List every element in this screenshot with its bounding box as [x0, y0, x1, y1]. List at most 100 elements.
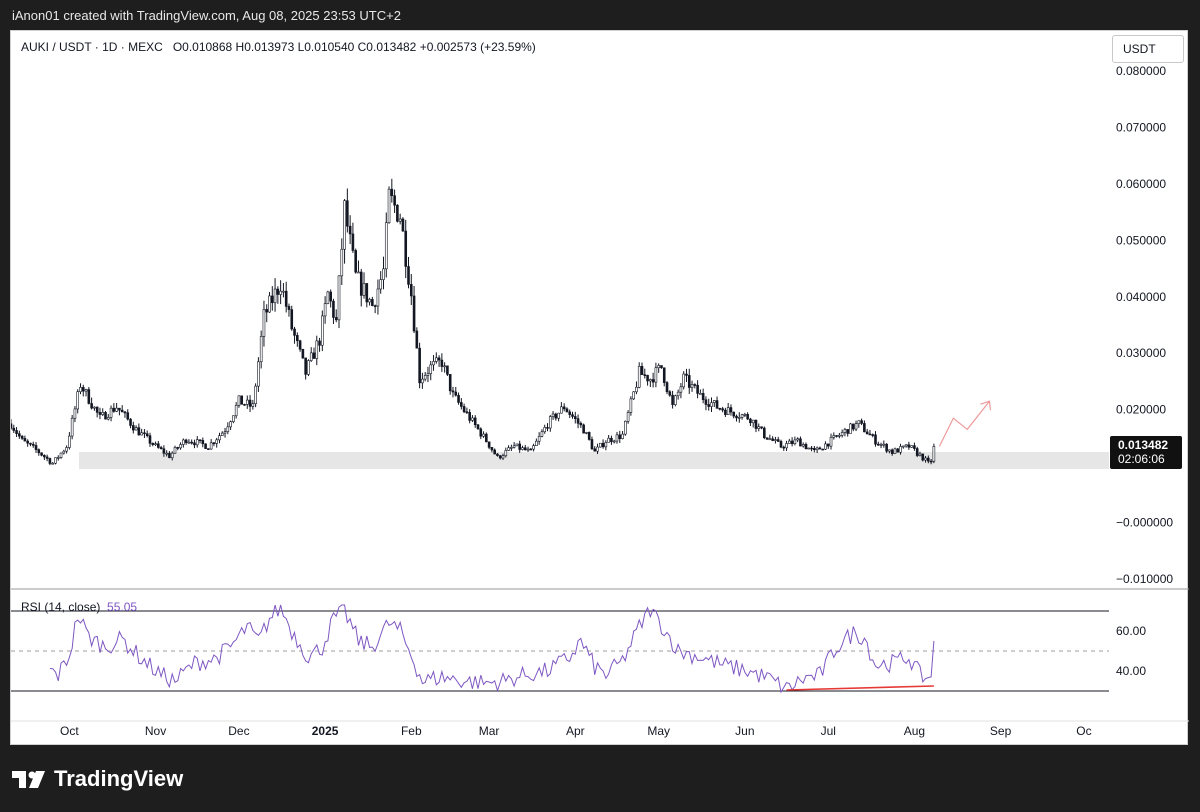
candle-body	[326, 291, 330, 304]
candle	[651, 372, 655, 388]
candle	[84, 388, 88, 397]
candle	[132, 421, 135, 434]
candle	[37, 448, 41, 456]
candle-body	[376, 288, 380, 307]
candle	[710, 397, 713, 413]
candle-body	[635, 386, 638, 393]
candle-body	[601, 442, 605, 448]
candle-body	[351, 233, 355, 251]
price-axis[interactable]: 0.080000 0.070000 0.060000 0.050000 0.040000…	[1116, 64, 1173, 586]
candle-body	[587, 432, 591, 440]
candle	[790, 437, 794, 447]
candle-body	[76, 391, 80, 410]
rsi-axis[interactable]: 60.00 40.00	[1116, 624, 1146, 678]
candle-body	[365, 283, 369, 303]
candle	[365, 283, 369, 308]
candle-body	[259, 336, 263, 363]
candle-body	[140, 432, 143, 436]
candle	[12, 424, 16, 433]
candle-body	[904, 444, 908, 447]
candle	[810, 446, 813, 452]
time-axis[interactable]: Oct Nov Dec 2025 Feb Mar Apr May Jun Jul Aug Sep Oc	[60, 724, 1092, 738]
currency-button[interactable]: USDT	[1112, 35, 1184, 63]
candle-body	[560, 406, 563, 414]
candle-body	[568, 411, 572, 415]
candle	[182, 438, 185, 448]
time-tick-label: Oc	[1076, 724, 1091, 738]
chart-canvas[interactable]: 0.080000 0.070000 0.060000 0.050000 0.040000…	[11, 31, 1189, 746]
candle	[496, 453, 499, 457]
candle	[293, 326, 296, 344]
candle	[610, 435, 613, 445]
candle-body	[287, 306, 291, 310]
candle-body	[832, 435, 836, 438]
candle	[618, 430, 622, 443]
candle-body	[529, 448, 533, 451]
candle-body	[888, 449, 891, 452]
candle-body	[521, 447, 524, 450]
candle-body	[90, 403, 93, 409]
candle-body	[801, 444, 805, 447]
candle	[715, 396, 719, 409]
candle-body	[312, 352, 316, 359]
price-tick-label: 0.020000	[1116, 403, 1166, 417]
candle	[204, 443, 207, 449]
candle	[890, 448, 894, 456]
candle	[885, 443, 888, 454]
candle-body	[34, 445, 38, 450]
candle	[257, 357, 260, 392]
candle	[251, 399, 255, 410]
candle-body	[73, 408, 77, 419]
candle	[735, 414, 738, 422]
candle	[120, 405, 124, 413]
candle-body	[799, 438, 802, 447]
candle	[215, 437, 219, 448]
candle	[223, 427, 227, 438]
candle-body	[646, 374, 649, 382]
candle	[763, 426, 766, 440]
candle-body	[704, 399, 708, 405]
candle-body	[45, 456, 49, 459]
candle-body	[473, 417, 477, 426]
time-tick-label: Sep	[990, 724, 1012, 738]
candle-body	[604, 442, 608, 448]
rsi-legend[interactable]: RSI (14, close) 55.05	[21, 600, 137, 614]
candle	[557, 412, 560, 422]
candle-body	[120, 409, 124, 413]
candle-body	[15, 430, 18, 434]
candle-body	[710, 402, 713, 407]
candle	[640, 362, 644, 375]
candle	[134, 425, 138, 431]
candle	[657, 363, 660, 373]
candle	[165, 450, 168, 457]
candle	[334, 309, 338, 323]
candle-body	[98, 412, 102, 415]
candle	[932, 443, 936, 464]
candle-body	[251, 403, 255, 407]
candle	[546, 423, 549, 432]
candle-body	[307, 360, 310, 375]
candle-body	[890, 449, 894, 454]
candle-body	[793, 439, 797, 445]
candle-body	[824, 443, 827, 450]
candle	[282, 283, 285, 298]
candle-body	[721, 408, 724, 411]
candle	[148, 432, 152, 447]
candle	[226, 422, 230, 435]
candle-body	[468, 412, 471, 421]
candle-body	[59, 452, 63, 458]
candle-body	[751, 419, 755, 424]
candle	[307, 359, 310, 377]
candle	[793, 436, 797, 446]
candle-body	[821, 448, 824, 451]
candle-body	[813, 448, 816, 451]
tradingview-brand[interactable]: TradingView	[12, 766, 183, 792]
candle	[813, 445, 816, 453]
candle-body	[448, 374, 452, 392]
candle-body	[693, 384, 697, 386]
symbol-name[interactable]: AUKI / USDT · 1D · MEXC	[21, 40, 163, 54]
candle-body	[637, 366, 641, 388]
bar-countdown: 02:06:06	[1118, 452, 1165, 466]
candle-body	[557, 412, 560, 419]
candle	[312, 347, 316, 359]
